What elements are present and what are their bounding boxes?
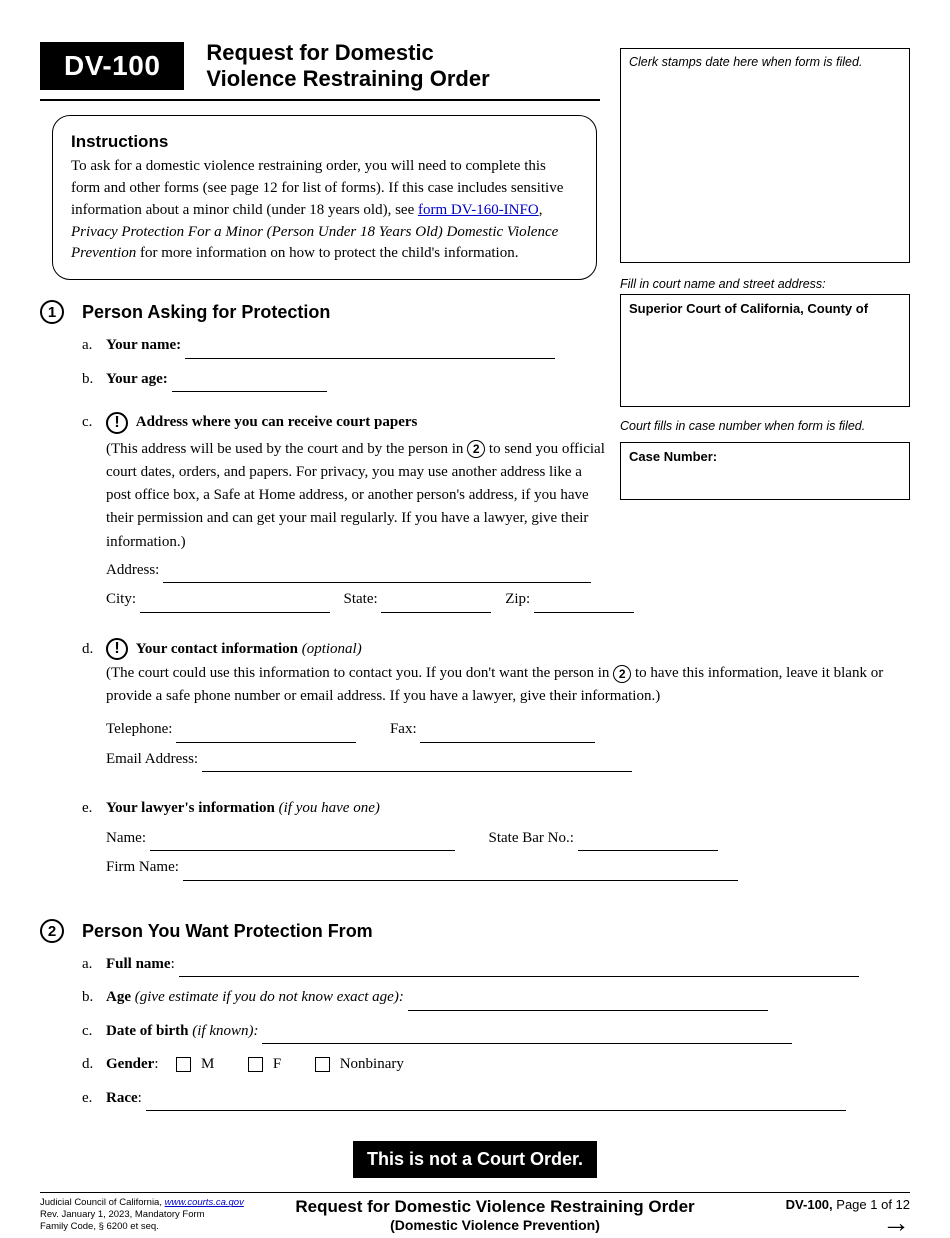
footer-left: Judicial Council of California, www.cour…	[40, 1197, 250, 1234]
item-2b: b. Age (give estimate if you do not know…	[82, 985, 910, 1011]
label-firm-name: Firm Name:	[106, 859, 179, 875]
circle-2-ref: 2	[613, 665, 631, 683]
footer-center: Request for Domestic Violence Restrainin…	[250, 1197, 740, 1234]
gender-m: M	[201, 1056, 214, 1072]
alert-icon: !	[106, 412, 128, 434]
item-2e: e. Race:	[82, 1086, 910, 1112]
item-1a: a. Your name:	[82, 333, 910, 359]
fax-input[interactable]	[420, 725, 595, 743]
item-2d: d. Gender: M F Nonbinary	[82, 1052, 910, 1078]
lawyer-name-input[interactable]	[150, 833, 455, 851]
item-1d: d. ! Your contact information (optional)…	[82, 637, 910, 773]
d-text1: (The court could use this information to…	[106, 665, 613, 681]
checkbox-nb[interactable]	[315, 1057, 330, 1072]
label-fax: Fax:	[390, 721, 417, 737]
form-code: DV-100	[40, 42, 184, 90]
address-input[interactable]	[163, 565, 591, 583]
alert-icon: !	[106, 638, 128, 660]
section-2-heading: Person You Want Protection From	[82, 921, 910, 942]
c-text1: (This address will be used by the court …	[106, 441, 467, 457]
form-title: Request for Domestic Violence Restrainin…	[206, 40, 600, 93]
instructions-text-b: ,	[539, 202, 543, 218]
item-2c: c. Date of birth (if known):	[82, 1019, 910, 1045]
dob-input[interactable]	[262, 1026, 792, 1044]
checkbox-f[interactable]	[248, 1057, 263, 1072]
label-address-court-papers: Address where you can receive court pape…	[136, 414, 418, 430]
your-age-input[interactable]	[172, 374, 327, 392]
label-full-name: Full name	[106, 956, 171, 972]
section-2: 2 Person You Want Protection From a. Ful…	[40, 921, 910, 1112]
label-your-age: Your age:	[106, 371, 168, 387]
label-lawyer-info: Your lawyer's information	[106, 800, 275, 816]
race-input[interactable]	[146, 1093, 846, 1111]
bar-no-input[interactable]	[578, 833, 718, 851]
full-name-input[interactable]	[179, 959, 859, 977]
label-bar-no: State Bar No.:	[488, 830, 573, 846]
footer-subtitle: (Domestic Violence Prevention)	[250, 1217, 740, 1233]
label-state: State:	[344, 591, 378, 607]
footer-code: DV-100,	[786, 1197, 833, 1212]
item-1b: b. Your age:	[82, 367, 910, 393]
dob-hint: (if known):	[192, 1023, 258, 1039]
not-order-wrap: This is not a Court Order.	[40, 1111, 910, 1178]
instructions-text-c: for more information on how to protect t…	[136, 245, 518, 261]
label-your-name: Your name:	[106, 337, 181, 353]
age-hint: (give estimate if you do not know exact …	[135, 989, 404, 1005]
telephone-input[interactable]	[176, 725, 356, 743]
section-1: 1 Person Asking for Protection a. Your n…	[40, 302, 910, 881]
header-left: DV-100 Request for Domestic Violence Res…	[40, 40, 600, 101]
label-race: Race	[106, 1090, 138, 1106]
city-input[interactable]	[140, 595, 330, 613]
zip-input[interactable]	[534, 595, 634, 613]
checkbox-m[interactable]	[176, 1057, 191, 1072]
footer: Judicial Council of California, www.cour…	[40, 1192, 910, 1234]
section-1-number: 1	[40, 300, 64, 324]
optional-hint: (optional)	[302, 641, 362, 657]
label-lawyer-name: Name:	[106, 830, 146, 846]
c-text2: to send you official court dates, orders…	[106, 441, 605, 550]
clerk-stamp-box: Clerk stamps date here when form is file…	[620, 48, 910, 263]
item-1c: c. ! Address where you can receive court…	[82, 410, 910, 613]
label-gender: Gender	[106, 1056, 154, 1072]
gender-f: F	[273, 1056, 281, 1072]
label-telephone: Telephone:	[106, 721, 172, 737]
form-dv160-link[interactable]: form DV-160-INFO	[418, 202, 539, 218]
label-address: Address:	[106, 562, 159, 578]
label-zip: Zip:	[505, 591, 530, 607]
label-contact-info: Your contact information	[136, 641, 298, 657]
circle-2-ref: 2	[467, 440, 485, 458]
instructions-box: Instructions To ask for a domestic viole…	[52, 115, 597, 280]
next-arrow-icon: →	[740, 1212, 910, 1234]
your-name-input[interactable]	[185, 341, 555, 359]
firm-name-input[interactable]	[183, 863, 738, 881]
label-email: Email Address:	[106, 751, 198, 767]
label-dob: Date of birth	[106, 1023, 189, 1039]
court-name-label: Fill in court name and street address:	[620, 277, 910, 295]
section-2-number: 2	[40, 919, 64, 943]
lawyer-hint: (if you have one)	[279, 800, 380, 816]
item-1e: e. Your lawyer's information (if you hav…	[82, 796, 910, 881]
state-input[interactable]	[381, 595, 491, 613]
section-1-heading: Person Asking for Protection	[82, 302, 910, 323]
instructions-heading: Instructions	[71, 130, 578, 155]
email-input[interactable]	[202, 754, 632, 772]
not-court-order-bar: This is not a Court Order.	[353, 1141, 597, 1178]
footer-right: DV-100, Page 1 of 12 →	[740, 1197, 910, 1234]
courts-link[interactable]: www.courts.ca.gov	[165, 1197, 244, 1208]
label-age-2: Age	[106, 989, 131, 1005]
footer-title: Request for Domestic Violence Restrainin…	[250, 1197, 740, 1217]
age-2-input[interactable]	[408, 993, 768, 1011]
item-2a: a. Full name:	[82, 952, 910, 978]
gender-nb: Nonbinary	[340, 1056, 404, 1072]
label-city: City:	[106, 591, 136, 607]
